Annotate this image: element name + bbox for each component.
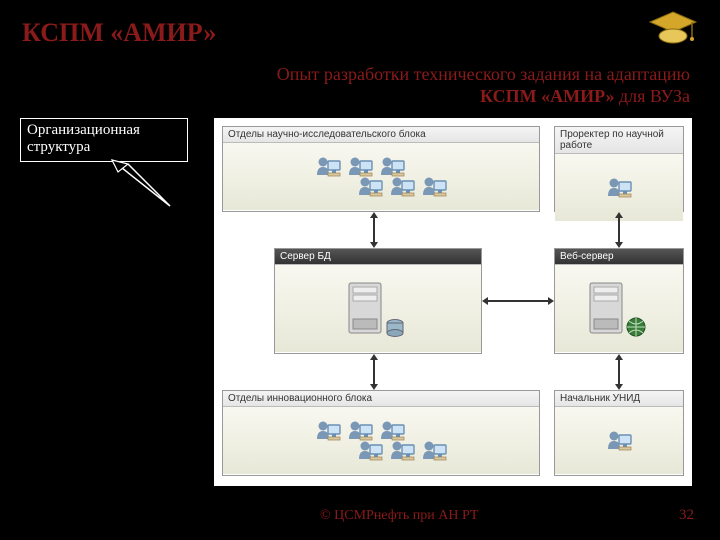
subtitle-bold: КСПМ «АМИР» bbox=[480, 86, 615, 106]
copyright: © ЦСМРнефть при АН РТ bbox=[320, 508, 478, 524]
page-number: 32 bbox=[679, 507, 694, 524]
panel-header-webserver: Веб-сервер bbox=[555, 249, 683, 265]
org-structure-callout: Организационная структура bbox=[20, 118, 188, 162]
panel-webserver: Веб-сервер bbox=[554, 248, 684, 354]
panel-header-research: Отделы научно-исследовательского блока bbox=[223, 127, 539, 143]
panel-body-innov bbox=[223, 407, 539, 474]
page-title: КСПМ «АМИР» bbox=[22, 18, 216, 48]
panel-unid: Начальник УНИД bbox=[554, 390, 684, 476]
edge-dbserver-innov bbox=[367, 354, 381, 390]
panel-body-webserver bbox=[555, 265, 683, 352]
panel-body-dbserver bbox=[275, 265, 481, 352]
edge-dbserver-webserver bbox=[482, 294, 554, 308]
edge-research-dbserver bbox=[367, 212, 381, 248]
panel-header-unid: Начальник УНИД bbox=[555, 391, 683, 407]
panel-body-research bbox=[223, 143, 539, 210]
panel-header-dbserver: Сервер БД bbox=[275, 249, 481, 265]
subtitle: Опыт разработки технического задания на … bbox=[145, 64, 690, 107]
subtitle-line1: Опыт разработки технического задания на … bbox=[277, 64, 690, 84]
panel-header-prorector: Проректер по научной работе bbox=[555, 127, 683, 154]
panel-body-prorector bbox=[555, 154, 683, 221]
panel-innov: Отделы инновационного блока bbox=[222, 390, 540, 476]
panel-body-unid bbox=[555, 407, 683, 474]
edge-webserver-unid bbox=[612, 354, 626, 390]
logo-icon bbox=[648, 8, 698, 48]
panel-dbserver: Сервер БД bbox=[274, 248, 482, 354]
subtitle-rest: для ВУЗа bbox=[615, 86, 690, 106]
edge-prorector-webserver bbox=[612, 212, 626, 248]
panel-header-innov: Отделы инновационного блока bbox=[223, 391, 539, 407]
callout-tail bbox=[110, 158, 220, 218]
panel-research: Отделы научно-исследовательского блока bbox=[222, 126, 540, 212]
org-diagram: Отделы научно-исследовательского блока bbox=[214, 118, 692, 486]
panel-prorector: Проректер по научной работе bbox=[554, 126, 684, 212]
